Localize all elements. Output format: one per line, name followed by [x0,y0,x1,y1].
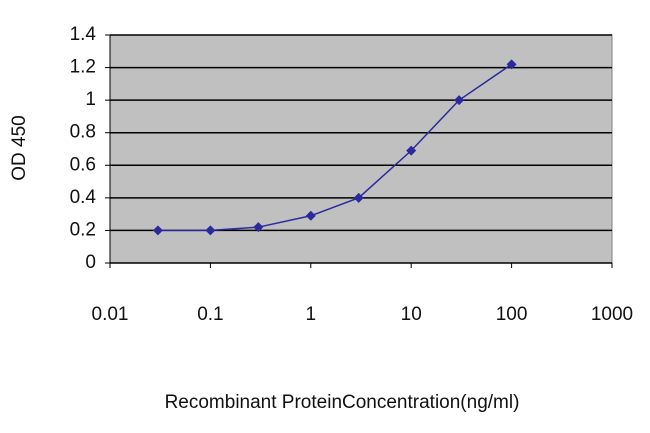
data-point [353,192,364,203]
data-point [406,145,417,156]
y-tick-label: 0.2 [70,219,96,240]
y-tick-label: 0.6 [70,154,96,175]
y-tick-label: 1 [85,89,96,110]
data-point [205,225,216,236]
x-tick-label: 0.01 [92,304,129,325]
data-point [305,210,316,221]
y-tick-label: 1.4 [70,24,97,45]
x-tick-label: 1000 [591,304,633,325]
data-point [253,222,264,233]
x-tick-label: 1 [306,304,317,325]
x-tick-label: 10 [401,304,422,325]
y-axis-label: OD 450 [9,115,30,180]
y-tick-label: 0.4 [70,187,97,208]
plot-area [109,34,613,264]
y-tick-label: 1.2 [70,57,96,78]
x-tick-label: 100 [496,304,528,325]
y-tick-label: 0.8 [70,122,96,143]
y-tick-label: 0 [85,252,96,273]
x-tick-label: 0.1 [197,304,223,325]
data-line [157,63,513,232]
x-axis-label: Recombinant ProteinConcentration(ng/ml) [165,392,520,413]
data-point [454,95,465,106]
data-point [152,225,163,236]
data-point [506,59,517,70]
